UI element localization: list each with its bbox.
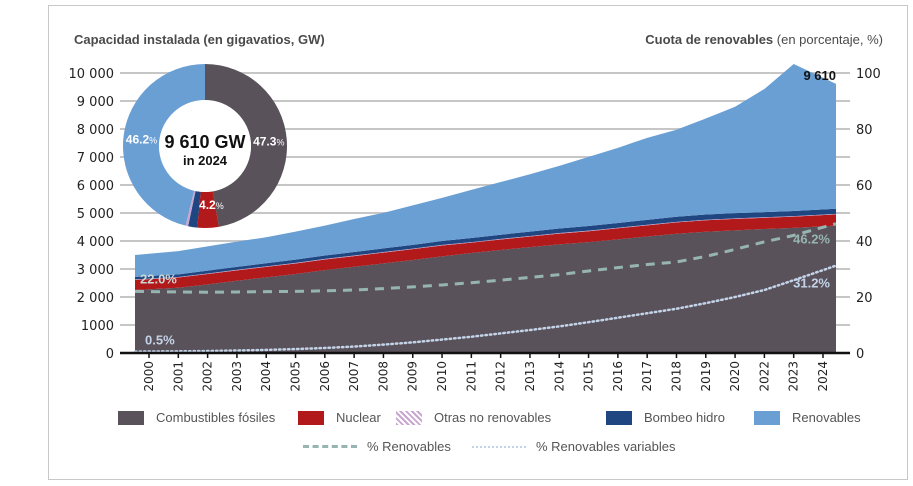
y-tick-label: 8 000 (77, 123, 114, 138)
donut-slice-label: 46.2% (126, 132, 157, 146)
x-tick-label: 2003 (230, 361, 244, 392)
left-axis-title: Capacidad instalada (en gigavatios, GW) (74, 32, 325, 47)
x-tick-label: 2009 (406, 361, 420, 392)
right-axis-title-unit: (en porcentaje, %) (773, 32, 883, 47)
end-label-pct-renovables: 46.2% (793, 232, 830, 247)
donut-slice-renovables (123, 64, 205, 226)
y2-tick-label: 100 (856, 67, 881, 82)
legend-swatch (396, 410, 422, 425)
right-axis-title-bold: Cuota de renovables (645, 32, 774, 47)
x-tick-label: 2008 (376, 361, 390, 392)
y2-tick-label: 60 (856, 179, 873, 194)
legend-line-sample (303, 445, 357, 448)
y-tick-label: 7 000 (77, 151, 114, 166)
legend-item: Renovables (754, 410, 861, 425)
legend-item: Nuclear (298, 410, 381, 425)
x-tick-label: 2024 (816, 361, 830, 392)
y-tick-label: 0 (106, 347, 114, 362)
y2-tick-label: 20 (856, 291, 873, 306)
x-tick-label: 2020 (728, 361, 742, 392)
legend-line-sample (472, 445, 526, 448)
right-axis-title: Cuota de renovables (en porcentaje, %) (645, 32, 883, 47)
total-label: 9 610 (803, 68, 836, 83)
y-tick-label: 3 000 (77, 263, 114, 278)
legend-item: Otras no renovables (396, 410, 551, 425)
x-tick-label: 2013 (523, 361, 537, 392)
x-tick-label: 2019 (699, 361, 713, 392)
y-tick-label: 10 000 (69, 67, 115, 82)
legend-label: % Renovables variables (536, 439, 676, 454)
line-pct-renovables (134, 222, 837, 294)
legend-label: Combustibles fósiles (156, 410, 276, 425)
x-tick-label: 2022 (757, 361, 771, 392)
legend-label: Otras no renovables (434, 410, 552, 425)
x-tick-label: 2004 (259, 361, 273, 392)
x-tick-label: 2011 (464, 361, 478, 392)
data-labels: 9 610 22.0% 46.2% 0.5% 31.2% (140, 68, 836, 348)
donut-hole (159, 100, 251, 192)
legend-label: % Renovables (367, 439, 451, 454)
legend-label: Bombeo hidro (644, 410, 725, 425)
start-label-pct-renovables-variables: 0.5% (145, 333, 175, 348)
donut-slice-bombeo-hidro (188, 191, 201, 228)
x-tick-label: 2000 (142, 361, 156, 392)
x-tick-label: 2016 (611, 361, 625, 392)
legend-swatch (606, 410, 632, 425)
x-tick-label: 2007 (347, 361, 361, 392)
legend-label: Nuclear (336, 410, 381, 425)
x-tick-label: 2023 (787, 361, 801, 392)
donut-slice-otras-no-renovables (185, 190, 196, 227)
x-tick-label: 2012 (494, 361, 508, 392)
y-tick-label: 5 000 (77, 207, 114, 222)
x-tick-label: 2014 (552, 361, 566, 392)
legend-label: Renovables (792, 410, 861, 425)
x-tick-label: 2001 (171, 361, 185, 392)
y-tick-label: 6 000 (77, 179, 114, 194)
legend-item: Bombeo hidro (606, 410, 725, 425)
donut-center-sub: in 2024 (183, 153, 228, 168)
legend-swatch (298, 410, 324, 425)
donut-slice-combustibles-f-siles (205, 64, 288, 227)
area-combustibles-f-siles (135, 225, 836, 353)
line-pct-renovables-variables (133, 264, 838, 353)
legend-line-item: % Renovables (303, 439, 451, 454)
x-tick-label: 2006 (318, 361, 332, 392)
start-label-pct-renovables: 22.0% (140, 271, 177, 286)
y2-tick-label: 40 (856, 235, 873, 250)
area-bombeo-hidro (135, 208, 836, 280)
y2-tick-label: 80 (856, 123, 873, 138)
x-tick-label: 2017 (640, 361, 654, 392)
donut-center-value: 9 610 GW (164, 132, 245, 152)
legend-swatch (754, 410, 780, 425)
x-tick-label: 2002 (201, 361, 215, 392)
donut-slice-label: 4.2% (199, 198, 224, 212)
donut-slice-label: 47.3% (253, 135, 284, 149)
x-tick-label: 2015 (582, 361, 596, 392)
y-tick-label: 2 000 (77, 291, 114, 306)
y-tick-label: 4 000 (77, 235, 114, 250)
legend-line-item: % Renovables variables (472, 439, 675, 454)
legend-item: Combustibles fósiles (118, 410, 275, 425)
donut-slice-nuclear (197, 191, 219, 228)
end-label-pct-renovables-variables: 31.2% (793, 276, 830, 291)
stacked-areas (135, 64, 836, 353)
area-renovables (135, 64, 836, 277)
y-tick-label: 9 000 (77, 95, 114, 110)
y-tick-label: 1000 (81, 319, 114, 334)
percent-lines (133, 222, 838, 353)
y2-tick-label: 0 (856, 347, 864, 362)
x-tick-label: 2010 (435, 361, 449, 392)
x-tick-label: 2018 (669, 361, 683, 392)
axes: 2000 2001 2002 2003 2004 2005 2006 2007 2008 2009… (120, 351, 850, 392)
x-tick-label: 2005 (289, 361, 303, 392)
area-nuclear (135, 214, 836, 290)
legend-swatch (118, 410, 144, 425)
